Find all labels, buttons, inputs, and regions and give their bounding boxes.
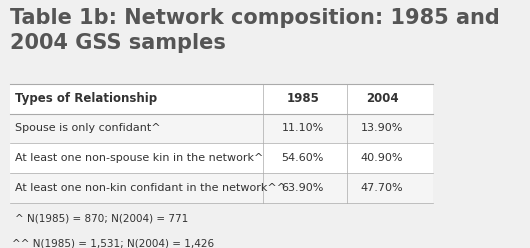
Text: 2004: 2004 bbox=[366, 92, 399, 105]
FancyBboxPatch shape bbox=[10, 173, 432, 203]
Text: 40.90%: 40.90% bbox=[361, 153, 403, 163]
FancyBboxPatch shape bbox=[10, 114, 432, 143]
Text: 63.90%: 63.90% bbox=[281, 183, 324, 193]
FancyBboxPatch shape bbox=[10, 143, 432, 173]
Text: At least one non-spouse kin in the network^: At least one non-spouse kin in the netwo… bbox=[15, 153, 263, 163]
Text: 13.90%: 13.90% bbox=[361, 124, 403, 133]
Text: ^^ N(1985) = 1,531; N(2004) = 1,426: ^^ N(1985) = 1,531; N(2004) = 1,426 bbox=[12, 239, 215, 248]
Text: ^ N(1985) = 870; N(2004) = 771: ^ N(1985) = 870; N(2004) = 771 bbox=[15, 214, 188, 224]
Text: Spouse is only confidant^: Spouse is only confidant^ bbox=[15, 124, 160, 133]
Text: Types of Relationship: Types of Relationship bbox=[15, 92, 157, 105]
Text: At least one non-kin confidant in the network^^: At least one non-kin confidant in the ne… bbox=[15, 183, 286, 193]
Text: 47.70%: 47.70% bbox=[361, 183, 403, 193]
Text: Table 1b: Network composition: 1985 and
2004 GSS samples: Table 1b: Network composition: 1985 and … bbox=[10, 8, 500, 53]
Text: 1985: 1985 bbox=[286, 92, 319, 105]
FancyBboxPatch shape bbox=[10, 84, 432, 203]
Text: 54.60%: 54.60% bbox=[281, 153, 324, 163]
Text: 11.10%: 11.10% bbox=[281, 124, 324, 133]
